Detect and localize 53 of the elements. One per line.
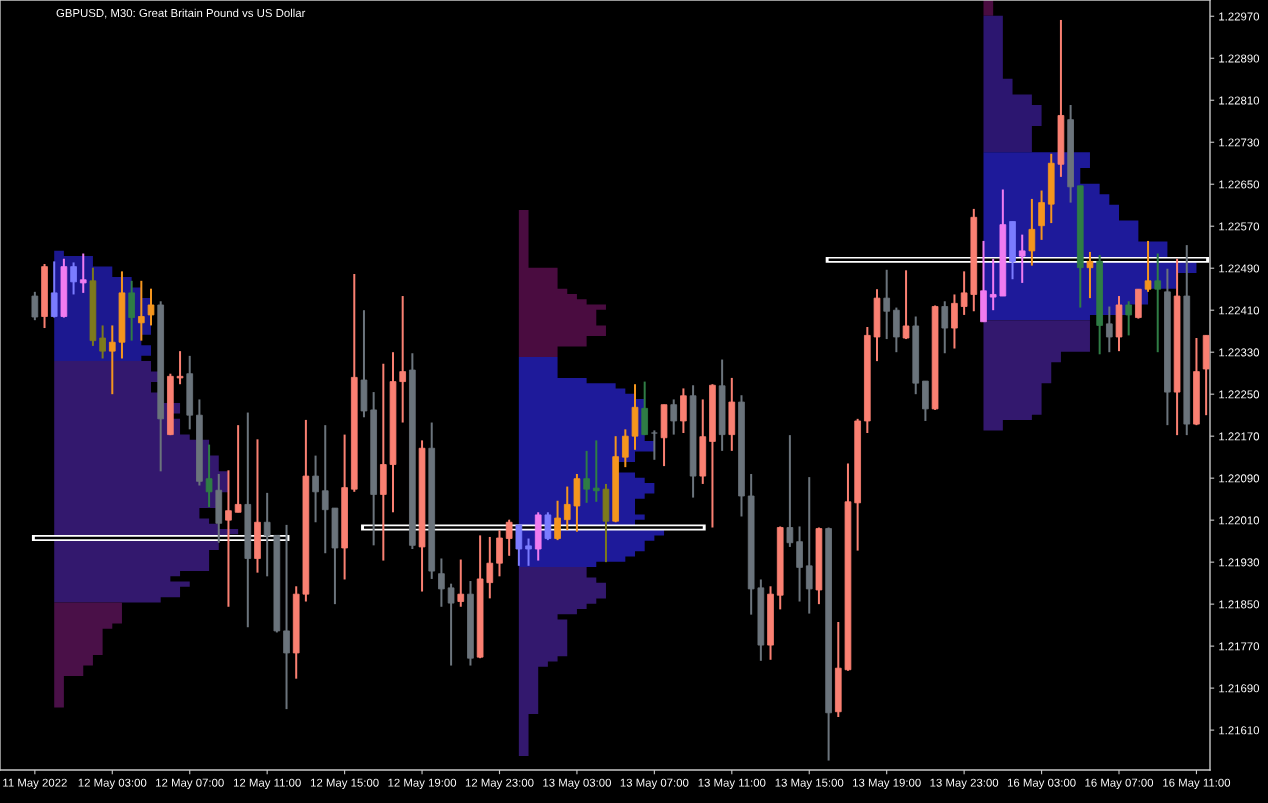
y-tick-label: 1.22090	[1219, 474, 1260, 483]
candlestick	[525, 537, 532, 567]
candlestick	[118, 270, 126, 360]
candlestick	[873, 288, 881, 363]
y-tick-label: 1.22730	[1219, 138, 1260, 147]
candlestick	[844, 462, 852, 672]
y-tick-label: 1.22170	[1219, 432, 1260, 441]
candlestick	[631, 383, 639, 451]
candlestick	[592, 439, 600, 503]
y-tick-label: 1.22970	[1219, 12, 1260, 21]
candlestick	[902, 269, 910, 341]
y-tick-label: 1.22330	[1219, 348, 1260, 357]
x-tick-label: 12 May 11:00	[233, 778, 301, 789]
x-tick-label: 13 May 19:00	[853, 778, 921, 789]
y-tick-label: 1.22410	[1219, 306, 1260, 315]
y-tick-label: 1.22010	[1219, 516, 1260, 525]
x-tick-label: 12 May 07:00	[156, 778, 224, 789]
x-tick-label: 12 May 15:00	[310, 778, 379, 789]
candlestick	[1144, 239, 1152, 293]
y-tick-label: 1.21690	[1219, 684, 1260, 693]
x-tick-label: 12 May 03:00	[78, 778, 147, 789]
candlestick	[660, 403, 668, 468]
x-tick-label: 13 May 11:00	[698, 778, 766, 789]
text: GBPUSD, M30: Great Britain Pound vs US Dollar	[56, 8, 306, 19]
candlestick	[602, 482, 610, 564]
y-tick-label: 1.22810	[1219, 96, 1260, 105]
candlestick	[360, 309, 368, 419]
x-tick-label: 12 May 19:00	[388, 778, 457, 789]
y-tick-label: 1.22890	[1219, 54, 1260, 63]
candlestick	[79, 252, 87, 294]
y-tick-label: 1.21930	[1219, 558, 1260, 567]
x-tick-label: 13 May 03:00	[543, 778, 611, 789]
y-tick-label: 1.22490	[1219, 264, 1260, 273]
x-tick-label: 16 May 03:00	[1007, 778, 1076, 789]
y-tick-label: 1.22650	[1219, 180, 1260, 189]
candlestick	[418, 439, 426, 593]
y-tick-label: 1.21850	[1219, 600, 1260, 609]
x-tick-label: 13 May 15:00	[775, 778, 844, 789]
candlestick	[389, 351, 397, 514]
y-tick-label: 1.22250	[1219, 390, 1260, 399]
x-tick-label: 12 May 23:00	[465, 778, 534, 789]
y-tick-label: 1.21770	[1219, 642, 1260, 651]
x-tick-label: 11 May 2022	[3, 778, 67, 789]
candlestick	[176, 350, 184, 386]
x-tick-label: 13 May 07:00	[620, 778, 689, 789]
y-tick-label: 1.21610	[1219, 726, 1260, 735]
candlestick	[147, 287, 155, 327]
x-tick-label: 16 May 07:00	[1085, 778, 1154, 789]
x-tick-label: 13 May 23:00	[930, 778, 999, 789]
x-tick-label: 16 May 11:00	[1163, 778, 1231, 789]
candlestick	[1115, 295, 1123, 353]
y-tick-label: 1.22570	[1219, 222, 1260, 231]
candlestick	[989, 257, 997, 312]
